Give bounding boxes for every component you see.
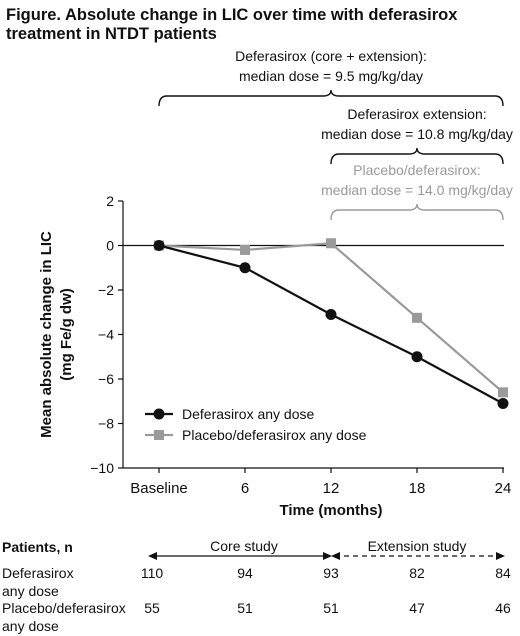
core-study-label-bg [200,539,288,553]
bracket-0-text-line-1: Deferasirox (core + extension): [235,48,427,64]
x-tick-label: 18 [409,480,426,497]
series-1-point [240,244,250,255]
series-0-point [153,240,165,251]
figure-title: Figure. Absolute change in LIC over time… [6,6,516,44]
y-tick-label: −10 [90,460,114,476]
series-0-point [325,308,337,320]
patients-row-0-value: 84 [495,565,511,581]
patients-row-0-label-line-2: any dose [2,583,59,599]
patients-row-0-label-line-1: Deferasirox [2,565,74,581]
core-study-arrow-head-right [323,552,332,560]
y-axis-label-line-2: (mg Fe/g dw) [58,288,75,381]
bracket-2-text-line-1: Placebo/deferasirox: [353,162,481,178]
patients-row-1-value: 47 [409,600,425,616]
bracket-2-text-line-2: median dose = 14.0 mg/kg/day [321,182,513,198]
figure-title-line-2: treatment in NTDT patients [6,25,217,43]
y-tick-label: 2 [106,193,114,209]
bracket-0-brace [158,89,504,107]
y-tick-label: −6 [98,371,114,387]
bracket-1-text-line-1: Deferasirox extension: [347,106,486,122]
patients-row-1-value: 51 [323,600,339,616]
series-0-point [497,397,509,409]
legend-swatch-marker [154,430,164,440]
extension-study-label: Extension study [368,538,467,554]
legend-swatch-marker [153,408,165,420]
core-study-label: Core study [210,538,278,554]
series-1-point [412,312,422,323]
patients-row-1-label-line-2: any dose [2,618,59,634]
patients-table-header: Patients, n [2,539,73,555]
x-tick-label: Baseline [130,480,188,497]
series-0-point [411,351,423,363]
extension-study-arrow-head-right [496,552,505,560]
y-tick-label: −8 [98,416,114,432]
x-tick-label: 12 [323,480,340,497]
bracket-2-brace [330,203,504,221]
patients-row-0-value: 94 [237,565,253,581]
patients-row-0-value: 93 [323,565,339,581]
figure-title-line-1: Figure. Absolute change in LIC over time… [6,6,458,24]
patients-row-1-value: 55 [144,600,160,616]
y-axis-label-line-1: Mean absolute change in LIC [38,231,55,438]
chart-axes: 2 0 −2 −4 −6 −8 −10 Baseline 6 12 18 24 Time (months… [38,193,511,519]
dose-brackets: Deferasirox (core + extension): median do… [158,48,513,221]
patients-row-1-value: 46 [495,600,511,616]
extension-study-label-bg [357,539,477,553]
chart-legend: Deferasirox any dose Placebo/deferasirox … [145,406,367,443]
series-1-point [326,238,336,249]
bracket-1-text-line-2: median dose = 10.8 mg/kg/day [321,126,513,142]
legend-entry-label: Deferasirox any dose [182,406,315,422]
patients-row-1-value: 51 [237,600,253,616]
patients-row-0-value: 110 [141,565,164,581]
patients-row-1-label-line-1: Placebo/deferasirox [2,600,126,616]
core-study-arrow-head-left [148,552,157,560]
series-1-point [498,387,508,398]
series-0-point [239,262,251,274]
x-tick-label: 24 [495,480,512,497]
y-tick-label: 0 [106,238,114,254]
chart-series [153,238,509,409]
extension-study-arrow-head-left [331,552,340,560]
x-tick-label: 6 [241,480,249,497]
bracket-1-brace [330,147,504,165]
x-axis-label: Time (months) [279,502,382,519]
series-line-0 [158,244,504,405]
legend-entry-label: Placebo/deferasirox any dose [182,427,367,443]
patients-row-0-value: 82 [409,565,425,581]
bracket-0-text-line-2: median dose = 9.5 mg/kg/day [239,68,423,84]
y-tick-label: −2 [98,282,114,298]
y-tick-label: −4 [98,327,114,343]
patients-table: Patients, n Core study Extension study Defe… [2,538,511,634]
